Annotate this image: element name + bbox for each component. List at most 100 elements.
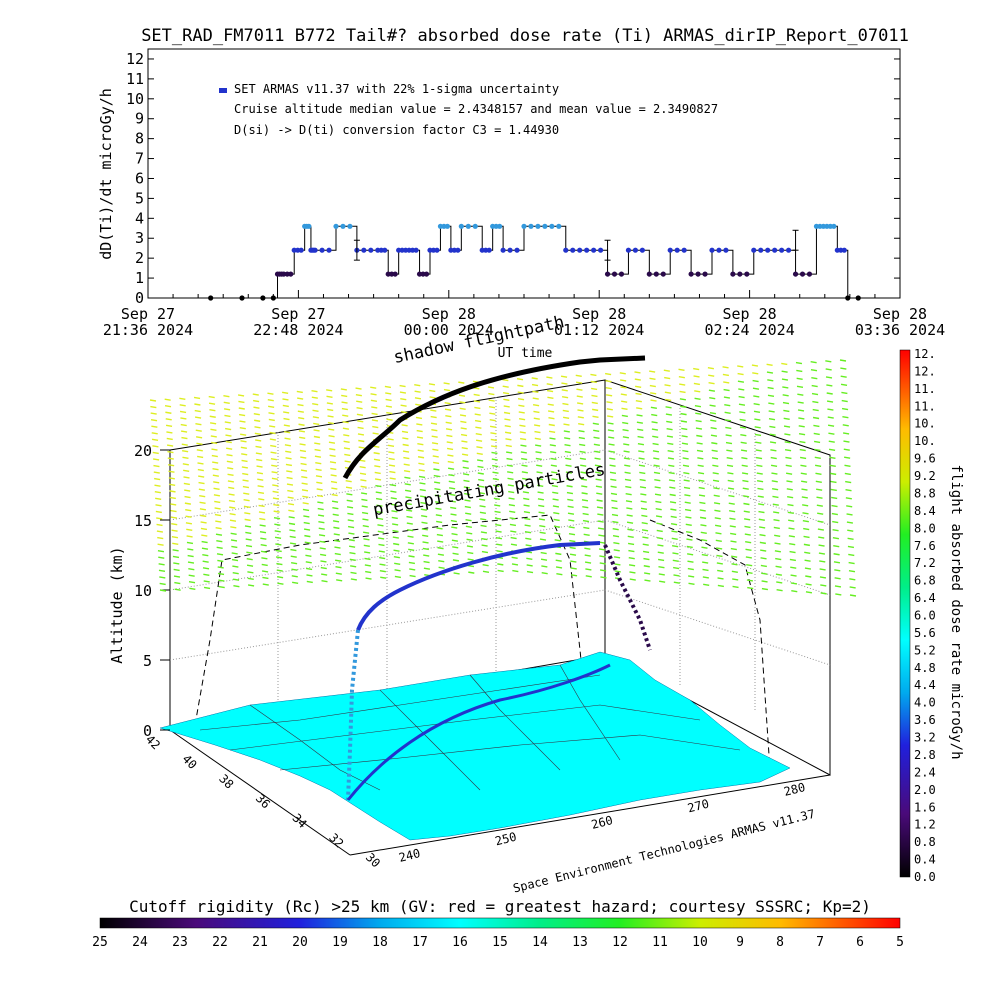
particle-mark (331, 500, 339, 503)
particle-mark (181, 436, 188, 440)
box3d-front-left-edge (169, 729, 351, 856)
particle-mark (812, 416, 820, 420)
particle-mark (216, 546, 223, 549)
particle-mark (622, 421, 629, 425)
particle-mark (376, 511, 383, 514)
particle-mark (346, 506, 354, 509)
particle-mark (189, 587, 196, 590)
particle-mark (333, 539, 341, 543)
particle-mark (387, 438, 394, 441)
particle-mark (656, 537, 664, 540)
particle-mark (473, 393, 480, 397)
particle-mark (832, 536, 840, 540)
particle-mark (570, 574, 578, 577)
particle-mark (237, 394, 245, 397)
dose-rate-point (716, 247, 722, 253)
particle-mark (378, 550, 385, 553)
xtick-time: 00:00 2024 (404, 321, 494, 339)
particle-mark (628, 564, 636, 567)
particle-mark (453, 572, 460, 575)
particle-mark (666, 420, 673, 424)
altitude-tick-label: 5 (143, 652, 152, 670)
particle-mark (752, 387, 760, 390)
particle-mark (657, 544, 664, 547)
particle-mark (579, 457, 586, 460)
dose-rate-point (319, 247, 325, 253)
particle-mark (195, 429, 202, 432)
particle-mark (318, 527, 325, 530)
particle-mark (566, 478, 573, 481)
particle-mark (247, 577, 254, 581)
particle-mark (364, 557, 371, 561)
particle-mark (404, 476, 411, 479)
particle-mark (813, 432, 820, 436)
particle-mark (650, 392, 657, 395)
particle-mark (800, 472, 807, 475)
particle-mark (349, 558, 356, 561)
particle-mark (372, 432, 379, 435)
particle-mark (738, 403, 746, 406)
bottom-colorbar-tick-label: 12 (612, 935, 628, 950)
particle-mark (394, 575, 402, 579)
particle-mark (357, 433, 365, 436)
particle-mark (297, 403, 304, 407)
particle-mark (561, 396, 569, 399)
particle-mark (167, 457, 174, 460)
particle-mark (581, 485, 588, 488)
particle-mark (495, 530, 502, 533)
particle-mark (607, 429, 614, 432)
particle-mark (437, 546, 444, 550)
particle-mark (157, 549, 165, 553)
particle-mark (360, 485, 367, 489)
particle-mark (463, 486, 470, 489)
particle-mark (202, 567, 210, 570)
lon-tick-label: 250 (494, 830, 518, 849)
particle-mark (362, 524, 369, 528)
particle-mark (182, 463, 189, 466)
particle-mark (576, 395, 583, 398)
particle-mark (612, 520, 619, 524)
particle-mark (745, 548, 752, 552)
particle-mark (414, 397, 422, 400)
dose-rate-point (472, 223, 478, 229)
particle-mark (179, 404, 186, 407)
particle-mark (299, 449, 307, 453)
particle-mark (524, 517, 531, 521)
particle-mark (781, 378, 789, 381)
particle-mark (475, 432, 482, 436)
particle-mark (842, 432, 850, 435)
particle-mark (488, 405, 496, 409)
particle-mark (715, 539, 722, 543)
particle-mark (593, 436, 600, 439)
particle-mark (654, 486, 661, 489)
particle-mark (550, 450, 557, 454)
particle-mark (171, 536, 179, 539)
particle-mark (386, 411, 393, 415)
particle-mark (169, 483, 176, 487)
particle-mark (502, 385, 509, 388)
particle-mark (462, 460, 469, 463)
right-colorbar (899, 349, 911, 878)
dose-rate-point (688, 271, 694, 277)
bottom-colorbar-tick-label: 20 (292, 935, 308, 950)
lat-tick-label: 40 (180, 752, 200, 772)
particle-mark (342, 421, 349, 424)
particle-mark (641, 514, 648, 518)
particle-mark (314, 448, 321, 452)
right-colorbar-tick-label: 5.6 (914, 626, 936, 640)
particle-mark (597, 513, 604, 516)
particle-mark (669, 493, 676, 497)
particle-mark (355, 387, 362, 390)
particle-mark (151, 432, 158, 435)
particle-mark (518, 411, 525, 414)
dose-rate-point (632, 247, 639, 253)
particle-mark (505, 438, 512, 441)
particle-mark (465, 525, 472, 528)
particle-mark (607, 415, 614, 418)
particle-mark (534, 424, 541, 427)
particle-mark (818, 544, 825, 547)
dose-rate-point (674, 247, 680, 253)
particle-mark (526, 570, 534, 574)
particle-mark (758, 518, 765, 521)
particle-mark (390, 497, 397, 500)
